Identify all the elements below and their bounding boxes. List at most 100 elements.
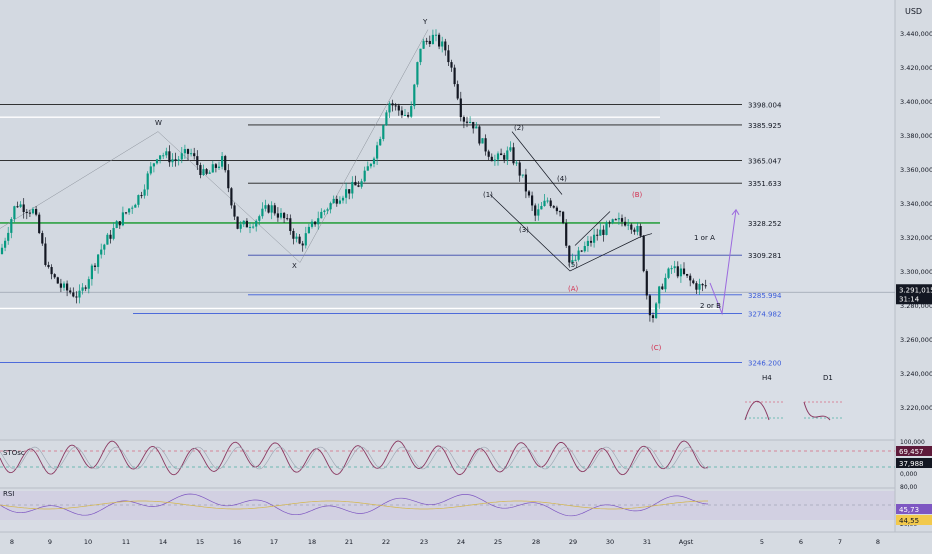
candle (441, 41, 444, 47)
candle (155, 159, 159, 164)
wave-labels: W X Y (1) (2) (3) (4) (5) (A) (B) (C) 1 or A 2 or B (155, 18, 721, 352)
time-tick: 31 (643, 538, 651, 546)
candle (670, 268, 673, 270)
time-tick: 22 (382, 538, 390, 546)
time-tick: 14 (159, 538, 167, 546)
candle (620, 218, 624, 222)
candle (698, 283, 701, 290)
candle (357, 185, 360, 187)
candle (205, 169, 208, 174)
time-tick: Agst (679, 538, 694, 546)
candle (642, 235, 645, 272)
candle (137, 195, 140, 205)
rsi-value-2: 44,55 (899, 517, 919, 525)
wave-label: 1 or A (694, 234, 715, 242)
candle (140, 195, 143, 197)
candle (162, 155, 165, 157)
candle (134, 204, 137, 208)
candle (655, 303, 658, 319)
candle (369, 163, 372, 167)
candle (388, 103, 391, 113)
candle (81, 287, 84, 291)
candle (224, 156, 227, 171)
candle (90, 265, 93, 280)
candle (19, 204, 22, 207)
wave-label: Y (422, 18, 428, 26)
candle (363, 170, 366, 182)
candle (146, 173, 149, 190)
candle (131, 207, 134, 209)
candle (41, 233, 44, 244)
level-label: 3365.047 (748, 157, 781, 165)
candle (686, 273, 689, 276)
price-tick: 3.360,000 (900, 166, 932, 174)
level-label: 3385.925 (748, 122, 781, 130)
candle (196, 156, 199, 166)
candle (165, 151, 168, 156)
candle (661, 286, 664, 290)
candle (217, 166, 221, 168)
level-label: 3246.200 (748, 359, 781, 367)
candle (407, 114, 410, 117)
mini-charts: H4 D1 (744, 374, 844, 421)
candle (422, 40, 425, 49)
candle (252, 226, 255, 228)
candle (25, 211, 28, 213)
mini-curve (744, 400, 770, 421)
candle (320, 211, 323, 219)
candle (472, 121, 475, 129)
candle (614, 219, 617, 221)
candle (227, 170, 230, 189)
candle (44, 243, 47, 265)
candle (276, 213, 279, 218)
candle (351, 181, 354, 194)
candle (633, 229, 636, 232)
candle (28, 212, 31, 214)
price-tick: 3.260,000 (900, 336, 932, 344)
candle (462, 117, 465, 122)
candle (531, 195, 534, 206)
time-tick: 23 (420, 538, 428, 546)
candle (552, 206, 555, 208)
candle (667, 268, 670, 278)
candle (574, 259, 577, 261)
candle (558, 211, 562, 213)
time-axis: 8 9 10 11 14 15 16 17 18 21 22 23 24 25 28 29 30 31 Agst 5 6… (10, 538, 880, 546)
candle (301, 243, 304, 246)
rsi-ma (0, 500, 708, 510)
candle (0, 247, 4, 254)
candle (376, 145, 379, 159)
candle (124, 212, 128, 214)
candle (31, 208, 35, 214)
time-tick: 17 (270, 538, 278, 546)
candle (571, 260, 574, 263)
past-region (0, 0, 660, 440)
candle (214, 164, 217, 168)
candle (121, 212, 124, 226)
candle (602, 229, 605, 235)
candle (484, 138, 487, 152)
candle (413, 84, 416, 107)
candle (93, 265, 97, 267)
time-tick: 8 (876, 538, 880, 546)
level-label: 3285.994 (748, 292, 782, 300)
candle (689, 275, 692, 281)
candle (701, 283, 704, 286)
candle (546, 200, 549, 202)
candle (106, 234, 109, 245)
stoch-panel (0, 440, 895, 495)
time-tick: 7 (838, 538, 842, 546)
candle (56, 277, 59, 284)
candle (307, 226, 310, 234)
candle (171, 159, 174, 163)
oscillators: STOsc100,0000,00069,45737,988RSI80,0020,… (0, 439, 932, 528)
stoch-value-1: 69,457 (899, 448, 924, 456)
stoch-d (0, 446, 709, 470)
candle (524, 174, 527, 192)
candle (586, 240, 589, 246)
candle (527, 191, 531, 196)
candle (193, 153, 196, 157)
candle (382, 125, 385, 140)
